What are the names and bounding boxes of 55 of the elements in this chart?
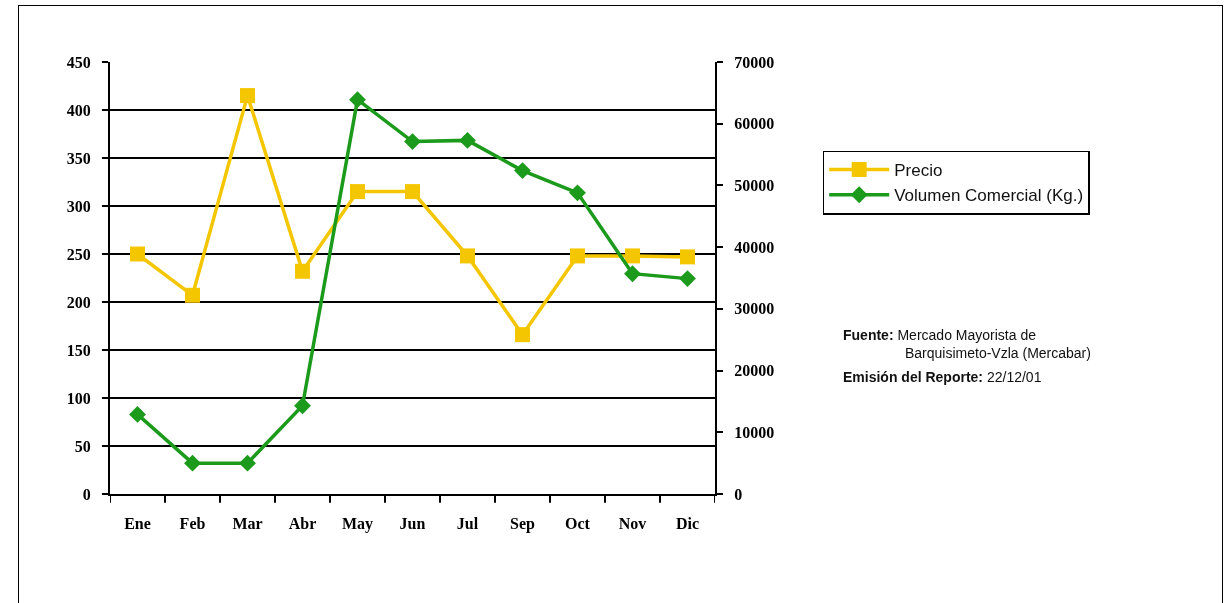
y-tick-label: 200	[66, 293, 91, 311]
y2-tick-label: 30000	[734, 300, 775, 318]
x-tick-label: Sep	[510, 515, 536, 534]
point	[570, 248, 585, 264]
x-tick-label: Ene	[124, 515, 151, 533]
point	[349, 91, 366, 109]
x-tick-label: Nov	[618, 515, 647, 533]
point	[515, 327, 530, 343]
point	[185, 287, 200, 303]
x-tick-label: Oct	[565, 515, 591, 533]
y2-tick-label: 40000	[734, 238, 775, 256]
legend-label: Precio	[894, 161, 943, 181]
y-tick-label: 50	[74, 437, 91, 455]
point	[514, 162, 531, 180]
y-tick-label: 150	[66, 341, 91, 359]
point	[295, 263, 310, 279]
y2-tick-label: 0	[734, 485, 743, 503]
x-tick-label: Feb	[179, 515, 206, 533]
y2-tick-label: 70000	[734, 53, 775, 71]
y-tick-label: 450	[66, 53, 91, 71]
x-tick-label: Abr	[288, 515, 317, 533]
y2-tick-label: 10000	[734, 423, 775, 441]
source-note: Fuente: Mercado Mayorista de Barquisimeto-Vzla (Mercabar)	[843, 327, 1091, 362]
point	[130, 246, 145, 262]
point	[459, 131, 476, 149]
point	[129, 405, 146, 423]
y-tick-label: 350	[66, 149, 91, 167]
y-tick-label: 300	[66, 197, 91, 215]
x-tick-label: Jul	[456, 515, 479, 533]
point	[405, 184, 420, 200]
y-tick-label: 100	[66, 389, 91, 407]
y-tick-label: 400	[66, 101, 91, 119]
point	[625, 248, 640, 264]
point	[404, 133, 421, 151]
x-tick-label: May	[341, 515, 374, 534]
y2-tick-label: 50000	[734, 177, 775, 195]
point	[680, 249, 695, 265]
point	[460, 248, 475, 264]
point	[294, 397, 311, 415]
point	[569, 184, 586, 202]
point	[239, 454, 256, 472]
x-tick-label: Dic	[675, 515, 700, 533]
y-tick-label: 0	[82, 485, 91, 503]
point	[624, 265, 641, 283]
y2-tick-label: 20000	[734, 362, 775, 380]
point	[679, 270, 696, 288]
text: Emisión del Reporte: 22/12/01	[843, 369, 1042, 386]
x-tick-label: Mar	[232, 515, 263, 533]
point	[350, 184, 365, 200]
y2-tick-label: 60000	[734, 115, 775, 133]
legend-label: Volumen Comercial (Kg.)	[894, 186, 1084, 206]
point	[184, 454, 201, 472]
point	[240, 88, 255, 104]
x-tick-label: Jun	[399, 515, 426, 533]
y-tick-label: 250	[66, 245, 91, 263]
